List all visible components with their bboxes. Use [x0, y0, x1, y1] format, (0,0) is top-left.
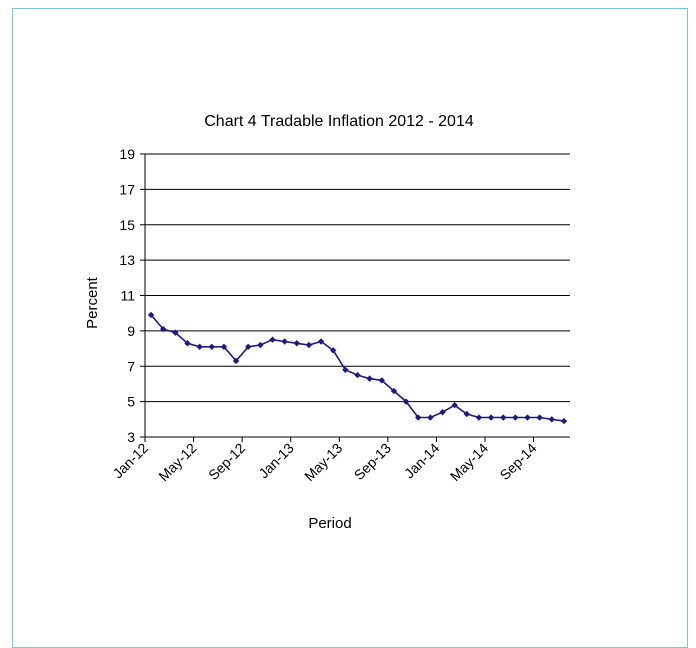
- y-tick-label: 15: [119, 217, 135, 233]
- data-point: [524, 414, 531, 421]
- data-point: [305, 341, 313, 349]
- x-tick-label: Sep-12: [205, 440, 248, 483]
- data-point: [330, 347, 337, 354]
- data-point: [560, 417, 568, 425]
- data-point: [475, 414, 483, 421]
- data-point: [160, 325, 167, 333]
- data-point: [281, 338, 288, 345]
- chart-frame: [12, 8, 688, 648]
- y-tick-label: 13: [119, 252, 135, 268]
- y-tick-label: 5: [127, 394, 135, 410]
- y-tick-label: 3: [127, 429, 135, 445]
- y-tick-label: 11: [120, 288, 135, 304]
- data-point: [257, 341, 264, 349]
- x-axis-label: Period: [308, 515, 351, 532]
- x-tick-label: Jan-14: [401, 440, 443, 482]
- data-point: [500, 414, 507, 421]
- data-point: [245, 343, 252, 350]
- x-tick-label: May-12: [155, 440, 199, 484]
- data-point: [269, 336, 276, 343]
- x-tick-label: May-14: [447, 440, 491, 484]
- data-point: [366, 375, 373, 382]
- x-tick-label: May-13: [301, 440, 345, 484]
- data-point: [232, 357, 240, 365]
- data-point: [536, 414, 543, 421]
- data-point: [220, 343, 228, 350]
- data-point: [354, 371, 361, 379]
- x-tick-label: Jan-12: [110, 440, 152, 482]
- data-point: [415, 414, 422, 421]
- data-point: [512, 414, 519, 421]
- series: [147, 311, 568, 425]
- data-point: [427, 414, 434, 421]
- chart-title: Chart 4 Tradable Inflation 2012 - 2014: [204, 113, 474, 130]
- x-tick-label: Jan-13: [255, 440, 297, 482]
- data-point: [147, 311, 155, 319]
- x-tick-labels: Jan-12 May-12 Sep-12 Jan-13 May-13 Sep-13 Jan-…: [110, 440, 540, 484]
- gridlines: [145, 153, 570, 403]
- data-point: [487, 414, 495, 421]
- data-point: [208, 343, 215, 350]
- axes: [140, 153, 570, 442]
- data-point: [439, 409, 446, 416]
- data-point: [548, 416, 555, 423]
- y-tick-label: 17: [119, 181, 135, 197]
- data-point: [196, 343, 203, 350]
- data-point: [317, 338, 325, 345]
- data-point: [402, 398, 410, 405]
- data-point: [184, 340, 191, 347]
- y-tick-label: 9: [127, 323, 135, 339]
- x-tick-label: Sep-13: [351, 440, 394, 483]
- x-tick-label: Sep-14: [496, 440, 539, 483]
- y-tick-label: 19: [119, 146, 135, 162]
- y-tick-labels: 3 5 7 9 11 13 15 17 19: [119, 146, 135, 445]
- data-point: [342, 366, 349, 373]
- data-point: [451, 401, 458, 409]
- data-point: [390, 387, 398, 395]
- data-point: [172, 329, 179, 336]
- y-axis-label: Percent: [84, 276, 101, 329]
- data-point: [293, 340, 300, 347]
- data-point: [378, 377, 385, 384]
- y-tick-label: 7: [127, 358, 135, 374]
- data-point: [463, 410, 470, 418]
- line-chart: Chart 4 Tradable Inflation 2012 - 2014 3…: [84, 113, 570, 532]
